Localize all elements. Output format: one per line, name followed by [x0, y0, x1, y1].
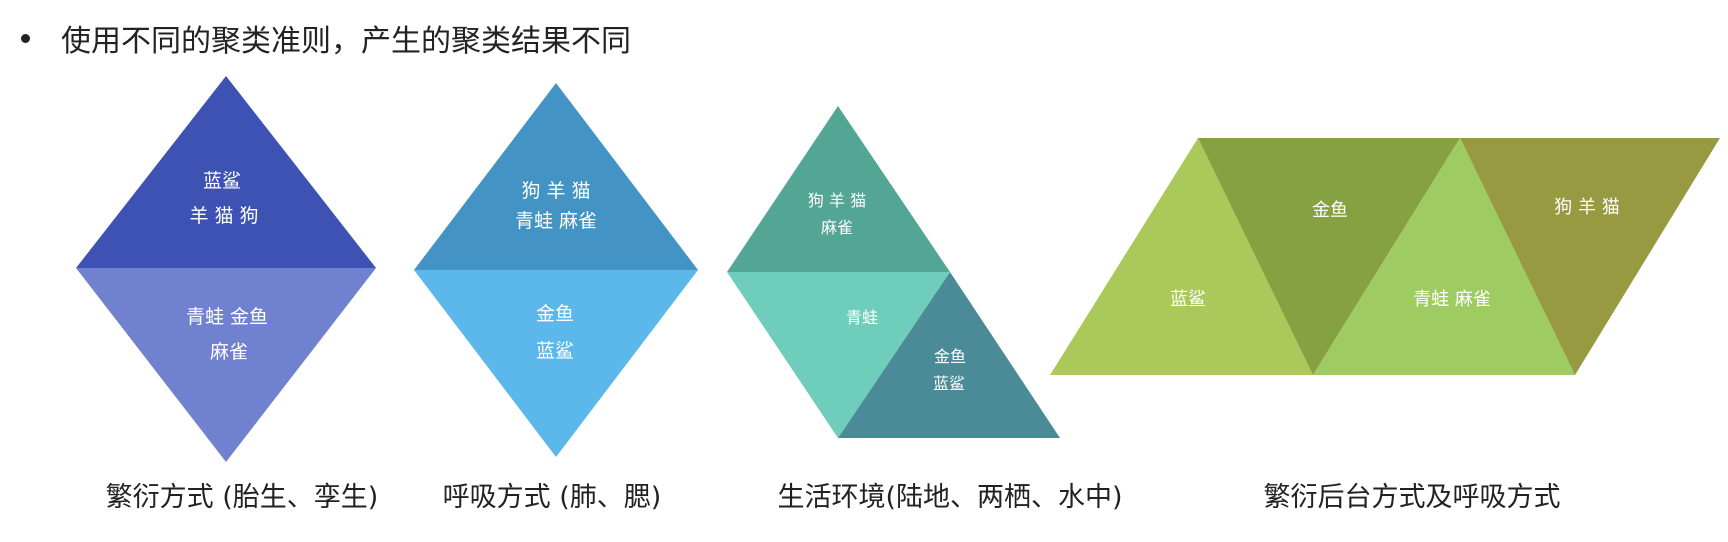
diamond-respiration: 狗 羊 猫 青蛙 麻雀 金鱼 蓝鲨: [414, 83, 698, 457]
region-label: 金鱼: [536, 303, 574, 325]
region-goldfish: [1198, 138, 1460, 375]
region-label: 狗 羊 猫: [808, 191, 866, 210]
region-label: 蓝鲨: [536, 340, 574, 362]
caption-reproduction-respiration: 繁衍后台方式及呼吸方式: [1263, 482, 1561, 513]
region-label: 青蛙 金鱼: [186, 306, 268, 328]
region-label: 金鱼: [1312, 200, 1348, 221]
region-gills: [414, 270, 698, 457]
region-label: 狗 羊 猫: [1554, 197, 1619, 218]
region-water: [838, 272, 1060, 438]
region-label: 青蛙 麻雀: [1413, 289, 1491, 310]
region-label: 蓝鲨: [933, 374, 965, 393]
diamond-reproduction: 蓝鲨 羊 猫 狗 青蛙 金鱼 麻雀: [76, 76, 376, 462]
region-label: 青蛙 麻雀: [515, 210, 597, 232]
region-lungs: [414, 83, 698, 270]
caption-respiration: 呼吸方式 (肺、腮): [442, 482, 662, 513]
region-oviparous: [76, 268, 376, 462]
region-label: 蓝鲨: [203, 170, 241, 192]
triangles-reproduction-respiration: 蓝鲨 金鱼 青蛙 麻雀 狗 羊 猫: [1050, 138, 1720, 375]
region-label: 羊 猫 狗: [189, 205, 258, 227]
region-label: 蓝鲨: [1170, 289, 1206, 310]
region-amphibious: [727, 272, 950, 438]
region-label: 麻雀: [210, 341, 248, 363]
region-frog-sparrow: [1313, 138, 1575, 375]
region-label: 青蛙: [846, 308, 878, 327]
region-label: 狗 羊 猫: [521, 180, 590, 202]
region-mammals: [1460, 138, 1720, 375]
region-label: 金鱼: [934, 347, 966, 366]
slide-heading: 使用不同的聚类准则，产生的聚类结果不同: [18, 16, 631, 60]
region-label: 麻雀: [821, 218, 853, 237]
caption-habitat: 生活环境(陆地、两栖、水中): [777, 482, 1123, 513]
region-shark: [1050, 138, 1313, 375]
bullet-icon: [21, 33, 30, 43]
region-viviparous: [76, 76, 376, 268]
region-land: [727, 106, 950, 272]
triangles-habitat: 狗 羊 猫 麻雀 青蛙 金鱼 蓝鲨: [727, 106, 1060, 438]
caption-reproduction: 繁衍方式 (胎生、孪生): [105, 482, 379, 513]
heading-text: 使用不同的聚类准则，产生的聚类结果不同: [61, 24, 631, 59]
